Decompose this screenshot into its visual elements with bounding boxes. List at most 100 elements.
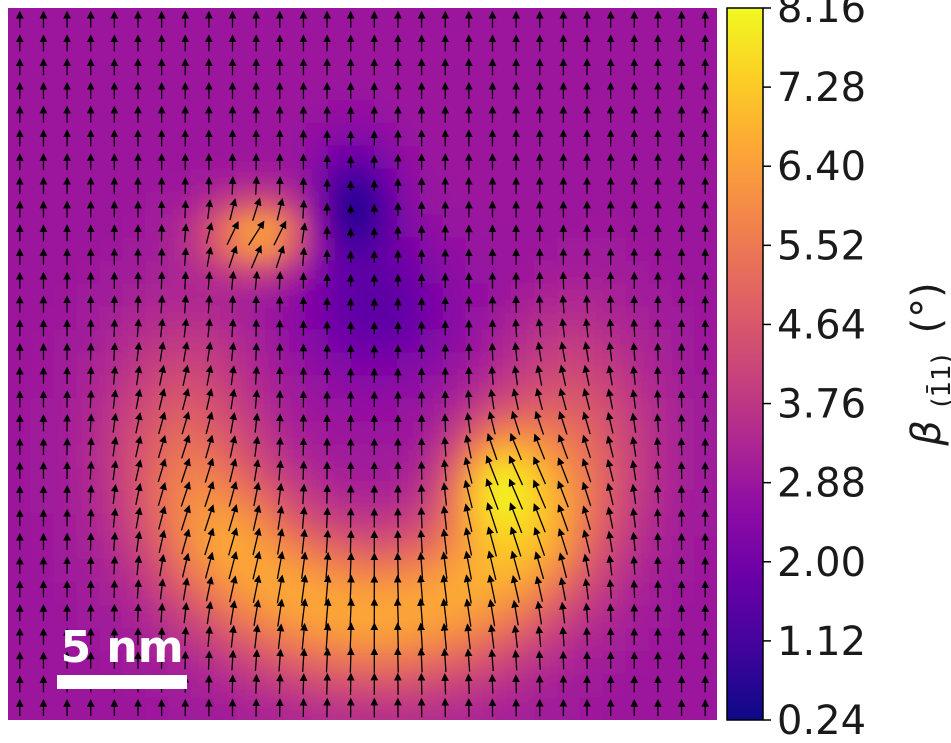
vector-arrow [181, 387, 191, 411]
vector-arrow [511, 624, 520, 648]
heatmap-cell [30, 8, 55, 9]
heatmap-cell [717, 720, 741, 743]
heatmap-cell [122, 214, 147, 239]
heatmap-cell [305, 76, 329, 101]
vector-arrow [205, 411, 214, 435]
heatmap-cell [671, 513, 695, 538]
heatmap-cell [556, 76, 581, 101]
heatmap-cell [671, 191, 695, 216]
heatmap-cell [168, 720, 192, 743]
vector-arrow [630, 342, 639, 361]
vector-arrow [228, 245, 238, 268]
vector-arrow [157, 481, 167, 507]
vector-arrow [276, 528, 285, 555]
heatmap-cell [534, 697, 558, 720]
heatmap-cell [694, 191, 717, 216]
heatmap-cell [53, 490, 78, 515]
heatmap-cell [396, 513, 421, 538]
heatmap-cell [236, 467, 261, 492]
heatmap-cell [556, 651, 581, 675]
heatmap-cell [351, 214, 375, 239]
heatmap-cell [579, 513, 604, 538]
vector-arrow [276, 574, 285, 604]
heatmap-cell [236, 168, 261, 193]
heatmap-cell [76, 99, 101, 124]
heatmap-cell [511, 283, 535, 308]
heatmap-cell [579, 375, 604, 400]
heatmap-cell [396, 168, 421, 193]
vector-arrow [323, 647, 332, 673]
vector-arrow [86, 413, 95, 432]
vector-arrow [158, 578, 166, 600]
heatmap-cell [534, 53, 558, 78]
vector-arrow [535, 625, 544, 648]
heatmap-cell [534, 8, 558, 32]
heatmap-cell [694, 329, 717, 354]
heatmap-cell [556, 674, 581, 698]
heatmap-cell [579, 628, 604, 652]
heatmap-cell [76, 283, 101, 308]
heatmap-cell [625, 582, 650, 606]
heatmap-cell [579, 536, 604, 561]
heatmap-cell [53, 467, 78, 492]
heatmap-cell [534, 214, 558, 239]
heatmap-cell [556, 8, 581, 32]
heatmap-cell [30, 536, 55, 561]
heatmap-cell [396, 237, 421, 262]
heatmap-cell [556, 306, 581, 331]
heatmap-cell [8, 582, 9, 606]
heatmap-cell [122, 237, 147, 262]
vector-arrow [393, 530, 402, 553]
vector-arrow [110, 531, 119, 551]
heatmap-cell [328, 674, 352, 698]
heatmap-cell [671, 536, 695, 561]
vector-arrow [299, 199, 308, 219]
vector-arrow [181, 411, 191, 435]
heatmap-cell [373, 375, 398, 400]
colorbar-label-subscript: (1̄1) [925, 354, 951, 407]
heatmap-cell [328, 398, 352, 423]
heatmap-cell [99, 168, 124, 193]
heatmap-cell [442, 99, 467, 124]
heatmap-cell [99, 444, 124, 469]
heatmap-cell [145, 122, 169, 147]
heatmap-cell [397, 720, 421, 743]
heatmap-cell [145, 8, 169, 32]
colorbar-tick-label: 8.16 [777, 0, 866, 32]
heatmap-cell [8, 536, 9, 561]
vector-arrow [512, 341, 520, 362]
heatmap-cell [328, 490, 352, 515]
heatmap-cell [122, 720, 146, 743]
heatmap-cell [122, 352, 147, 377]
heatmap-cell [145, 76, 169, 101]
heatmap-cell [282, 191, 307, 216]
heatmap-cell [259, 651, 284, 675]
heatmap-cell [99, 513, 124, 538]
heatmap-cell [190, 329, 215, 354]
heatmap-cell [328, 605, 352, 629]
vector-arrow [630, 389, 638, 409]
heatmap-cell [373, 444, 398, 469]
vector-arrow [229, 365, 237, 386]
heatmap-cell [694, 490, 717, 515]
vector-arrow [653, 366, 662, 385]
heatmap-cell [694, 536, 717, 561]
vector-arrow [275, 245, 285, 269]
heatmap-cell [99, 421, 124, 446]
heatmap-cell [694, 8, 717, 9]
heatmap-cell [8, 8, 9, 32]
heatmap-cell [122, 76, 147, 101]
heatmap-cell [396, 145, 421, 170]
heatmap-cell [145, 237, 169, 262]
heatmap-cell [76, 191, 101, 216]
heatmap-cell [190, 76, 215, 101]
heatmap-cell [419, 260, 444, 285]
heatmap-cell [625, 467, 650, 492]
heatmap-cell [351, 168, 375, 193]
vector-arrow [158, 529, 167, 554]
heatmap-cell [579, 76, 604, 101]
heatmap-cell [373, 467, 398, 492]
vector-arrow [533, 456, 547, 485]
heatmap-cell [602, 260, 627, 285]
heatmap-cell [8, 720, 32, 743]
